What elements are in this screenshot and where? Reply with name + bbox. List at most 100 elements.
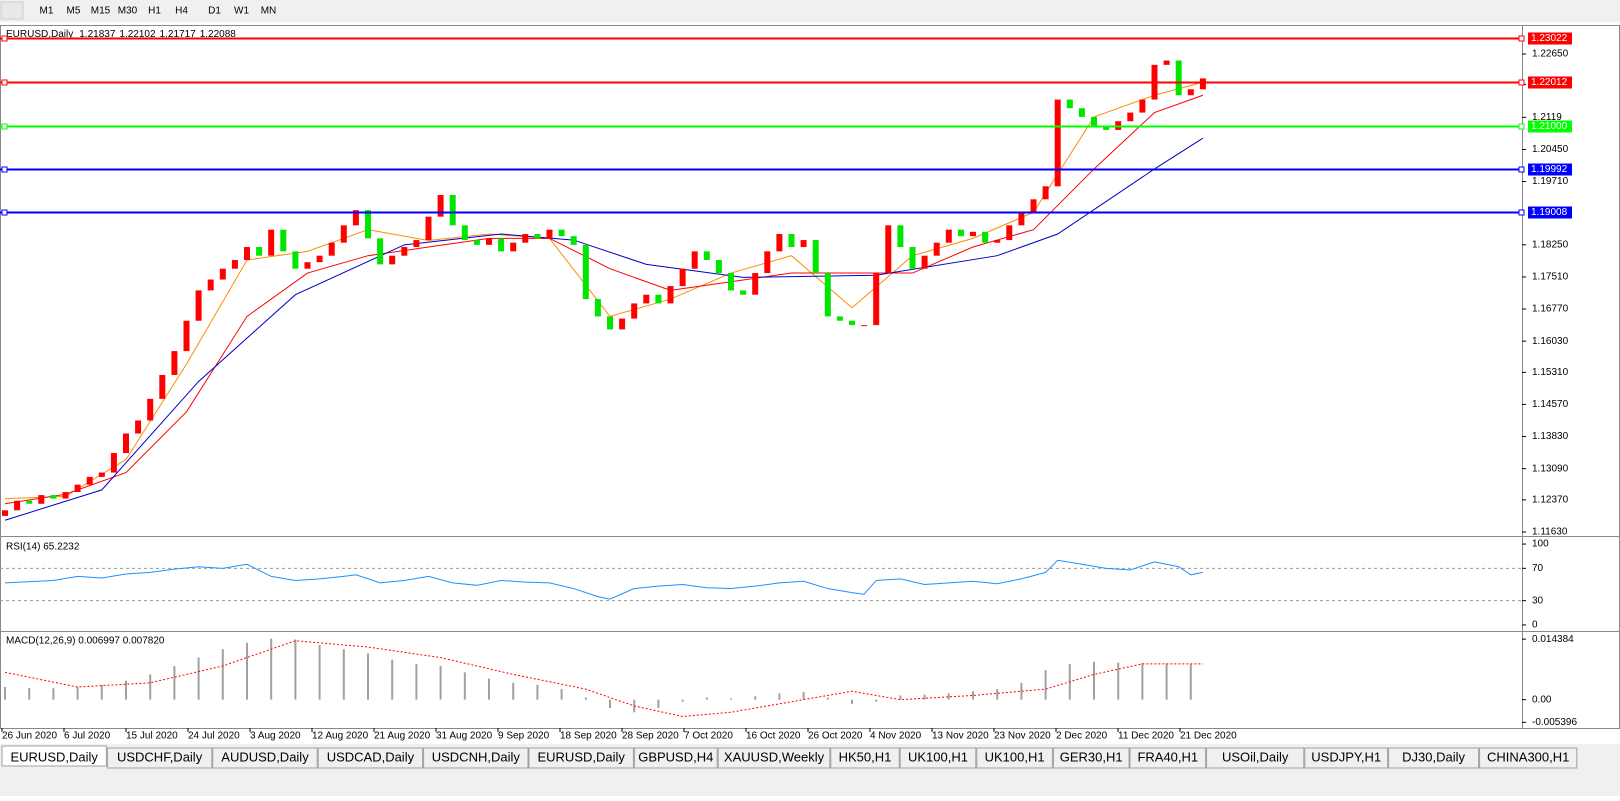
symbol-tab-label[interactable]: HK50,H1 [839,749,892,764]
candle [219,268,226,280]
candle [1103,125,1110,130]
symbol-tab[interactable] [1052,747,1130,769]
candle [546,229,553,239]
symbol-tab[interactable] [212,747,318,769]
symbol-tab-label[interactable]: GBPUSD,H4 [638,749,713,764]
level-handle [1518,35,1525,42]
x-tick-label: 26 Oct 2020 [808,731,863,742]
symbol-tab-label[interactable]: FRA40,H1 [1137,749,1198,764]
candle [970,231,976,237]
timeframe-label[interactable]: M5 [67,6,81,17]
symbol-tab[interactable] [1304,747,1389,769]
symbol-tab[interactable] [423,747,529,769]
moving-average [4,81,1204,500]
x-tick-label: 23 Nov 2020 [994,731,1051,742]
symbol-tab[interactable] [317,747,424,769]
symbol-tab[interactable] [976,747,1053,769]
ohlc-value: 1.22088 [200,29,237,40]
candle [1078,108,1085,117]
x-tick-label: 31 Aug 2020 [436,731,493,742]
symbol-tab-label[interactable]: EURUSD,Daily [10,749,98,764]
candle [486,238,492,245]
symbol-tab[interactable] [1,745,107,767]
timeframe-button[interactable] [115,2,140,19]
rsi-title: RSI(14) 65.2232 [6,542,80,553]
candle [594,299,601,317]
candle [655,294,662,304]
symbol-tab-label[interactable]: DJ30,Daily [1402,749,1465,764]
ohlc-value: 1.21837 [79,29,116,40]
symbol-tab[interactable] [830,747,900,769]
candle [1018,212,1025,226]
symbol-tab[interactable] [1479,747,1578,769]
y-tick-label: 30 [1532,595,1544,606]
symbol-tab[interactable] [1388,747,1480,769]
candle [110,453,117,473]
timeframe-label[interactable]: H1 [148,6,161,17]
timeframe-label[interactable]: W1 [234,6,249,17]
symbol-tab[interactable] [528,747,634,769]
symbol-tab[interactable] [1206,747,1305,769]
timeframe-button[interactable] [61,2,86,19]
level-price-box [1528,120,1572,133]
timeframe-label[interactable]: M30 [118,6,138,17]
symbol-tab[interactable] [106,747,213,769]
symbol-tab[interactable] [899,747,977,769]
symbol-tab-label[interactable]: EURUSD,Daily [537,749,625,764]
symbol-tab-label[interactable]: USDJPY,H1 [1311,749,1381,764]
timeframe-label[interactable]: H4 [175,6,188,17]
symbol-tab-label[interactable]: USOil,Daily [1222,749,1289,764]
candle [135,420,142,434]
x-tick-label: 28 Sep 2020 [622,731,679,742]
timeframe-button[interactable] [202,2,227,19]
candle [764,251,771,274]
timeframe-button[interactable] [142,2,167,19]
symbol-tab-label[interactable]: USDCHF,Daily [117,749,203,764]
y-tick-label: 1.14570 [1532,399,1569,410]
timeframe-button[interactable] [34,2,59,19]
timeframe-label[interactable]: D1 [208,6,221,17]
timeframe-button[interactable] [229,2,254,19]
candle [365,210,371,239]
level-price-box [1528,163,1572,176]
candle [86,476,93,485]
x-tick-label: 7 Oct 2020 [684,731,733,742]
tool-button[interactable] [0,1,24,20]
level-handle [1518,79,1525,86]
candle [1175,60,1182,96]
candle [352,210,359,226]
symbol-tab-label[interactable]: AUDUSD,Daily [221,749,309,764]
symbol-tab-label[interactable]: UK100,H1 [908,749,968,764]
candle [728,273,734,291]
symbol-tab[interactable] [717,747,831,769]
symbol-tab-label[interactable]: GER30,H1 [1060,749,1123,764]
candle [679,268,686,287]
timeframe-label[interactable]: M1 [40,6,54,17]
timeframe-button[interactable] [256,2,281,19]
candle [183,320,190,352]
symbol-tab-label[interactable]: USDCAD,Daily [327,749,415,764]
symbol-tab[interactable] [1129,747,1207,769]
timeframe-label[interactable]: M15 [91,6,111,17]
timeframe-label[interactable]: MN [261,6,277,17]
symbol-tab[interactable] [633,747,718,769]
candle [244,247,250,261]
symbol-tab-label[interactable]: XAUUSD,Weekly [724,749,825,764]
candle [631,303,638,319]
candle [740,290,747,295]
x-tick-label: 3 Aug 2020 [250,731,301,742]
x-tick-label: 24 Jul 2020 [188,731,240,742]
x-tick-label: 6 Jul 2020 [64,731,111,742]
symbol-tab-label[interactable]: CHINA300,H1 [1487,749,1569,764]
level-price-label: 1.23022 [1531,33,1568,44]
symbol-tab-label[interactable]: USDCNH,Daily [432,749,521,764]
y-tick-label: 100 [1532,539,1549,550]
symbol-tab-label[interactable]: UK100,H1 [985,749,1045,764]
candle [667,286,674,304]
level-handle [1,209,8,216]
level-price-box [1528,32,1572,45]
timeframe-button[interactable] [169,2,194,19]
timeframe-button[interactable] [88,2,113,19]
candle [824,273,831,317]
y-tick-label: 1.17510 [1532,272,1569,283]
